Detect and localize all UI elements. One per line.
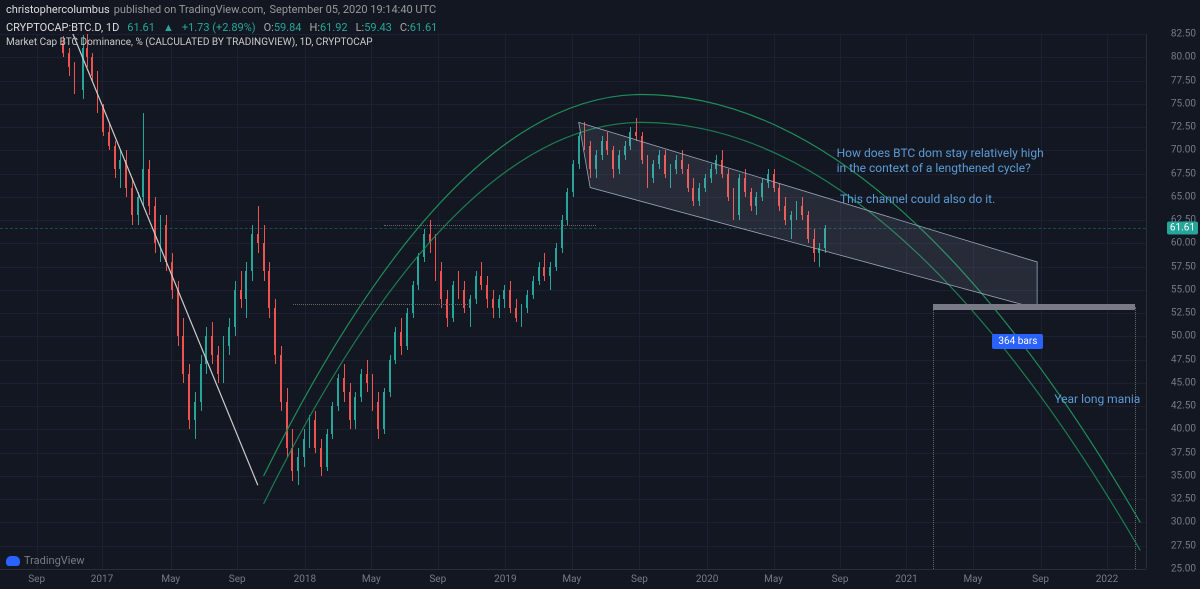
x-tick: 2018 — [294, 574, 316, 585]
last-price: 61.61 — [127, 21, 155, 34]
y-tick: 55.00 — [1171, 284, 1196, 295]
o-label: O: — [264, 21, 274, 34]
x-tick: Sep — [1032, 574, 1049, 585]
price-change: +1.73 (+2.89%) — [182, 21, 256, 34]
timestamp: September 05, 2020 19:14:40 UTC — [269, 3, 436, 16]
h-val: 61.92 — [320, 21, 348, 34]
arrow-up-icon: ▲ — [163, 21, 174, 34]
y-tick: 75.00 — [1171, 98, 1196, 109]
c-val: 61.61 — [410, 21, 438, 34]
chart-legend: Market Cap BTC Dominance, % (CALCULATED … — [6, 37, 373, 48]
chart-plot[interactable]: Market Cap BTC Dominance, % (CALCULATED … — [0, 34, 1146, 569]
y-tick: 65.00 — [1171, 191, 1196, 202]
l-label: L: — [356, 21, 365, 34]
y-tick: 50.00 — [1171, 331, 1196, 342]
o-val: 59.84 — [274, 21, 302, 34]
chart-annotation: Year long mania — [1054, 392, 1140, 408]
bars-count-label: 364 bars — [992, 334, 1043, 349]
y-tick: 47.50 — [1171, 354, 1196, 365]
y-tick: 72.50 — [1171, 122, 1196, 133]
y-tick: 42.50 — [1171, 401, 1196, 412]
y-tick: 52.50 — [1171, 308, 1196, 319]
x-tick: Sep — [832, 574, 849, 585]
x-tick: 2020 — [696, 574, 718, 585]
y-tick: 77.50 — [1171, 75, 1196, 86]
chart-annotation: This channel could also do it. — [840, 192, 995, 208]
y-tick: 60.00 — [1171, 238, 1196, 249]
tradingview-logo: TradingView — [6, 554, 85, 567]
y-tick: 67.50 — [1171, 168, 1196, 179]
x-tick: Sep — [429, 574, 446, 585]
x-tick: May — [362, 574, 381, 585]
range-bar — [933, 304, 1135, 310]
chart-annotation: How does BTC dom stay relatively high in… — [837, 146, 1044, 177]
x-tick: May — [161, 574, 180, 585]
current-price-label: 61.61 — [1167, 222, 1198, 235]
x-tick: May — [964, 574, 983, 585]
chart-overlay — [0, 34, 1146, 569]
x-tick: 2017 — [91, 574, 113, 585]
x-axis[interactable]: Sep 2017 May Sep 2018 May Sep 2019 May Sep 2020 May… — [0, 569, 1146, 589]
publish-header: christophercolumbus published on Trading… — [0, 0, 1200, 19]
brand-text: TradingView — [24, 554, 85, 567]
x-tick: 2021 — [895, 574, 917, 585]
x-tick: Sep — [631, 574, 648, 585]
y-tick: 40.00 — [1171, 424, 1196, 435]
h-label: H: — [309, 21, 320, 34]
x-tick: May — [764, 574, 783, 585]
x-tick: Sep — [229, 574, 246, 585]
x-tick: Sep — [28, 574, 45, 585]
symbol: CRYPTOCAP:BTC.D, 1D — [6, 21, 119, 34]
c-label: C: — [400, 21, 410, 34]
y-tick: 30.00 — [1171, 517, 1196, 528]
username: christophercolumbus — [6, 3, 110, 16]
y-tick: 32.50 — [1171, 494, 1196, 505]
y-axis[interactable]: 25.0027.5030.0032.5035.0037.5040.0042.50… — [1146, 34, 1200, 569]
y-tick: 82.50 — [1171, 29, 1196, 40]
x-tick: 2022 — [1096, 574, 1118, 585]
y-tick: 37.50 — [1171, 447, 1196, 458]
y-tick: 70.00 — [1171, 145, 1196, 156]
x-tick: 2019 — [494, 574, 516, 585]
y-tick: 45.00 — [1171, 377, 1196, 388]
y-tick: 35.00 — [1171, 470, 1196, 481]
l-val: 59.43 — [364, 21, 392, 34]
y-tick: 25.00 — [1171, 564, 1196, 575]
x-tick: May — [562, 574, 581, 585]
published-on: published on TradingView.com, — [114, 3, 266, 16]
y-tick: 80.00 — [1171, 52, 1196, 63]
y-tick: 57.50 — [1171, 261, 1196, 272]
y-tick: 27.50 — [1171, 540, 1196, 551]
cloud-icon — [6, 556, 20, 566]
